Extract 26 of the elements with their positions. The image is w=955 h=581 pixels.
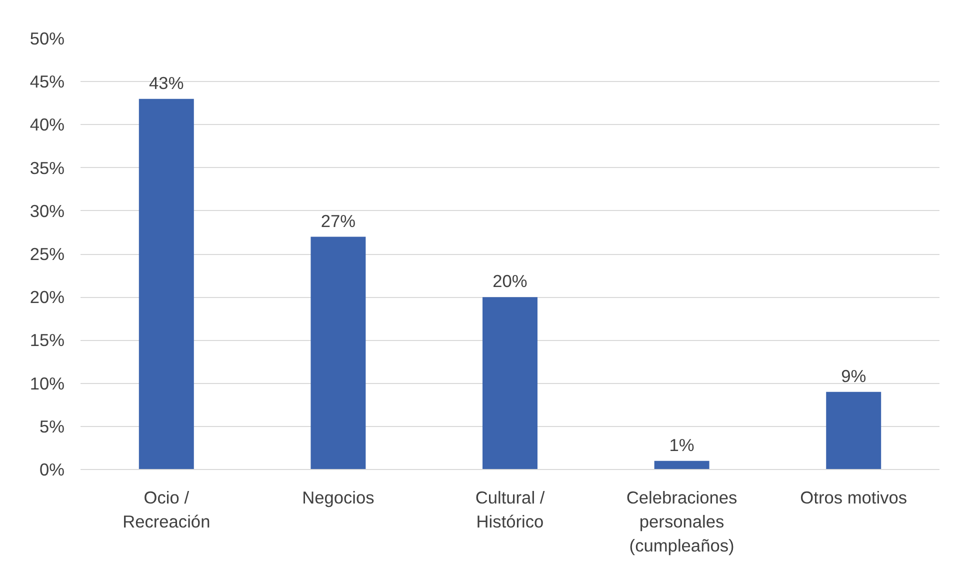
y-tick-label: 20%: [30, 287, 65, 308]
y-tick-label: 5%: [39, 416, 64, 436]
y-tick-label: 15%: [30, 330, 65, 350]
y-tick-label: 10%: [30, 373, 65, 394]
y-tick-label: 0%: [39, 460, 64, 480]
y-tick-label: 25%: [30, 244, 65, 264]
y-tick-label: 50%: [30, 28, 65, 48]
y-tick-label: 45%: [30, 72, 65, 92]
bar: [826, 392, 882, 470]
y-tick-label: 30%: [30, 200, 65, 221]
data-label: 20%: [492, 271, 528, 292]
data-label: 9%: [841, 366, 866, 386]
data-label: 43%: [149, 72, 184, 93]
y-tick-label: 35%: [30, 158, 65, 178]
x-tick-label: Cultural / Histórico: [475, 488, 545, 532]
bar: [482, 297, 538, 470]
x-tick-label: Otros motivos: [800, 488, 908, 508]
x-tick-label: Negocios: [302, 488, 375, 508]
x-tick-label: Ocio / Recreación: [122, 488, 210, 532]
bar: [310, 236, 366, 470]
bar: [138, 98, 194, 470]
data-label: 27%: [320, 210, 356, 231]
x-tick-label: Celebraciones personales (cumpleaños): [626, 488, 738, 556]
bar: [654, 460, 710, 470]
data-label: 1%: [669, 434, 694, 455]
y-tick-label: 40%: [30, 114, 65, 135]
